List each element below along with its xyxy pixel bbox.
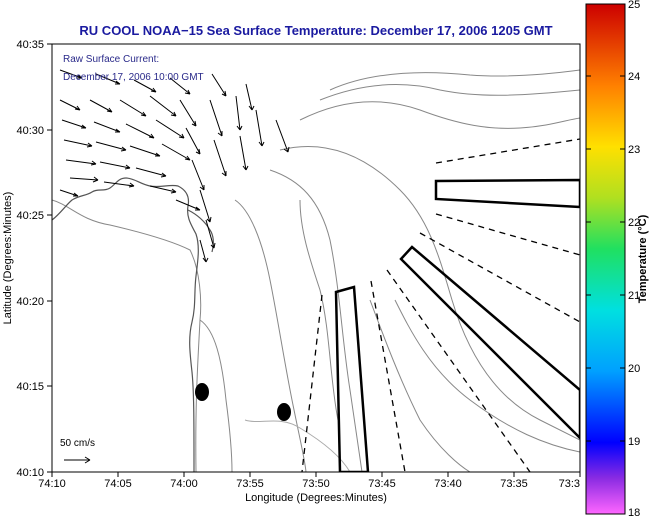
- current-label-line2: December 17, 2006 10:00 GMT: [63, 72, 204, 83]
- y-tick-label: 40:25: [16, 210, 44, 222]
- x-tick-label: 73:45: [368, 478, 396, 490]
- colorbar: 25 24 23 22 21 20 19 18 Temperature (°C): [585, 0, 649, 518]
- x-tick-label: 73:55: [236, 478, 264, 490]
- colorbar-tick-label: 22: [628, 217, 640, 229]
- shipping-lanes: [334, 178, 580, 472]
- current-label-line1: Raw Surface Current:: [63, 54, 159, 65]
- colorbar-gradient: [585, 3, 626, 515]
- depth-contours: [52, 69, 580, 472]
- y-tick-label: 40:15: [16, 381, 44, 393]
- y-axis-label: Latitude (Degrees:Minutes): [2, 192, 14, 325]
- x-tick-label: 74:05: [104, 478, 132, 490]
- y-tick-label: 40:10: [16, 467, 44, 479]
- buoy-marker: [195, 383, 209, 401]
- colorbar-label: Temperature (°C): [637, 214, 649, 303]
- x-axis-label: Longitude (Degrees:Minutes): [245, 492, 387, 504]
- colorbar-tick-label: 18: [628, 507, 640, 518]
- y-tick-label: 40:20: [16, 296, 44, 308]
- y-tick-label: 40:35: [16, 39, 44, 51]
- colorbar-ticks: [586, 75, 625, 442]
- colorbar-tick-label: 25: [628, 0, 640, 11]
- x-tick-label: 74:10: [38, 478, 66, 490]
- scale-label: 50 cm/s: [60, 438, 95, 449]
- y-tick-labels: 40:35 40:30 40:25 40:20 40:15 40:10: [16, 39, 44, 479]
- current-vectors: [59, 69, 290, 263]
- x-tick-label: 73:3: [559, 478, 580, 490]
- plot-area: [52, 44, 580, 472]
- tick-marks: [47, 43, 581, 477]
- colorbar-tick-label: 23: [628, 144, 640, 156]
- x-tick-label: 73:35: [500, 478, 528, 490]
- colorbar-tick-label: 24: [628, 71, 640, 83]
- y-tick-label: 40:30: [16, 125, 44, 137]
- colorbar-tick-label: 21: [628, 290, 640, 302]
- colorbar-tick-label: 19: [628, 436, 640, 448]
- scale-arrow: [64, 456, 91, 464]
- buoy-marker: [277, 403, 291, 421]
- map-title: RU COOL NOAA−15 Sea Surface Temperature:…: [79, 23, 552, 38]
- x-tick-label: 73:50: [302, 478, 330, 490]
- lane-boundaries: [301, 138, 580, 472]
- colorbar-tick-label: 20: [628, 363, 640, 375]
- x-tick-label: 73:40: [434, 478, 462, 490]
- x-tick-labels: 74:10 74:05 74:00 73:55 73:50 73:45 73:4…: [38, 478, 580, 490]
- x-tick-label: 74:00: [170, 478, 198, 490]
